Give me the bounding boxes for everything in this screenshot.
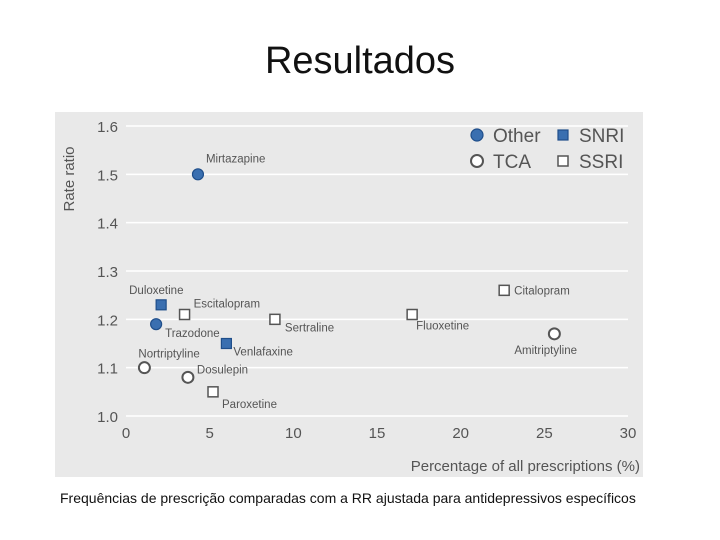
data-point-paroxetine — [207, 386, 219, 398]
y-tick-label: 1.2 — [97, 312, 118, 329]
data-point-nortriptyline — [137, 361, 151, 375]
x-tick-label: 25 — [536, 425, 553, 442]
point-label-trazodone: Trazodone — [165, 328, 220, 340]
point-label-amitriptyline: Amitriptyline — [514, 345, 577, 357]
legend-label-ssri: SSRI — [579, 152, 623, 173]
y-axis-title: Rate ratio — [61, 146, 78, 211]
x-axis-title: Percentage of all prescriptions (%) — [411, 458, 640, 475]
x-tick-label: 5 — [205, 425, 213, 442]
point-label-escitalopram: Escitalopram — [194, 299, 260, 311]
point-label-fluoxetine: Fluoxetine — [416, 321, 469, 333]
data-point-dosulepin — [181, 370, 195, 384]
x-tick-label: 0 — [122, 425, 130, 442]
point-label-paroxetine: Paroxetine — [222, 399, 277, 411]
legend-marker-ssri — [557, 155, 569, 167]
y-tick-label: 1.6 — [97, 119, 118, 136]
slide-title: Resultados — [264, 40, 456, 82]
data-point-mirtazapine — [191, 168, 205, 181]
slide-caption: Frequências de prescrição comparadas com… — [60, 490, 636, 506]
legend-marker-snri — [557, 129, 569, 141]
x-tick-label: 20 — [452, 425, 469, 442]
legend-label-tca: TCA — [493, 152, 531, 173]
point-label-sertraline: Sertraline — [285, 322, 334, 334]
x-tick-label: 15 — [369, 425, 386, 442]
legend-marker-tca — [470, 154, 484, 168]
y-tick-label: 1.3 — [97, 264, 118, 281]
point-label-citalopram: Citalopram — [514, 285, 570, 297]
data-point-citalopram — [498, 284, 510, 297]
y-tick-label: 1.0 — [97, 409, 118, 426]
scatter-chart: 1.0 1.1 1.2 1.3 1.4 1.5 1.6 0 5 10 15 20 25 30 Percent… — [61, 119, 640, 475]
legend-label-snri: SNRI — [579, 126, 624, 147]
y-tick-label: 1.1 — [97, 361, 118, 378]
point-label-duloxetine: Duloxetine — [129, 285, 183, 297]
data-point-fluoxetine — [406, 308, 418, 321]
x-tick-label: 10 — [285, 425, 302, 442]
data-point-venlafaxine — [220, 337, 232, 350]
x-tick-label: 30 — [620, 425, 637, 442]
y-tick-label: 1.5 — [97, 167, 118, 184]
legend-label-other: Other — [493, 126, 541, 147]
data-point-escitalopram — [178, 308, 191, 321]
point-label-mirtazapine: Mirtazapine — [206, 153, 265, 165]
point-label-dosulepin: Dosulepin — [197, 364, 248, 376]
point-label-nortriptyline: Nortriptyline — [138, 349, 199, 361]
data-point-duloxetine — [155, 299, 167, 311]
data-point-sertraline — [269, 313, 281, 326]
data-point-trazodone — [150, 318, 163, 331]
legend-marker-other — [470, 128, 484, 142]
y-tick-label: 1.4 — [97, 216, 118, 233]
point-label-venlafaxine: Venlafaxine — [233, 347, 292, 359]
data-point-amitriptyline — [547, 327, 561, 341]
